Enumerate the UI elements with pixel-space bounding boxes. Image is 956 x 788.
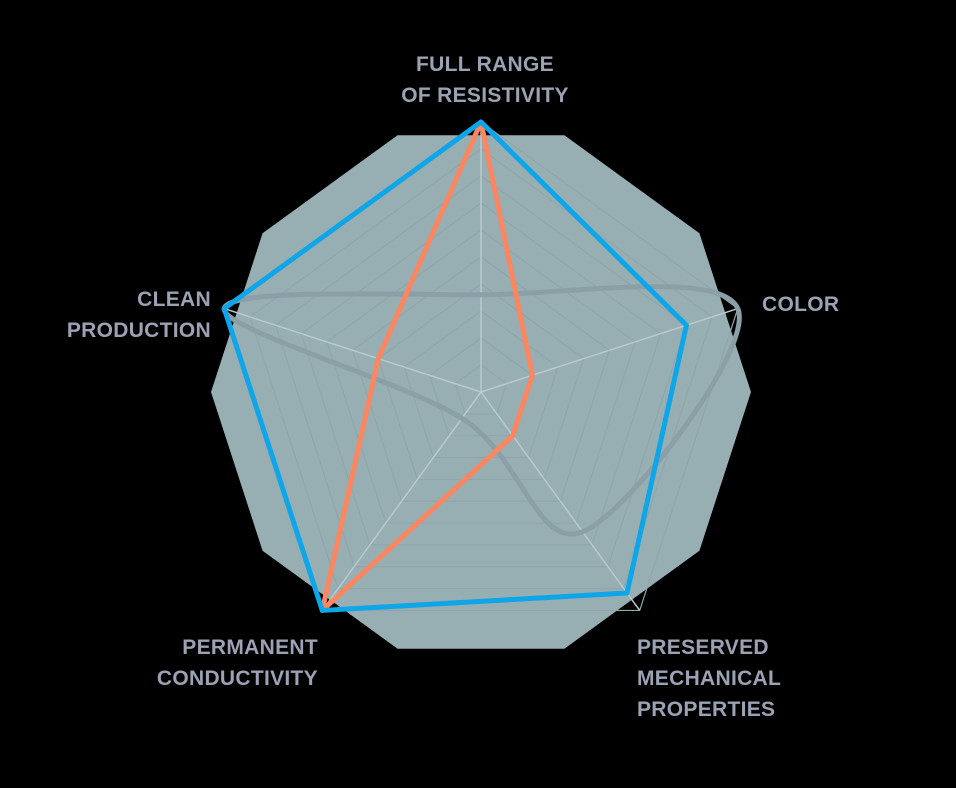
axis-label-preserved-mechanical-properties: PRESERVED MECHANICAL PROPERTIES bbox=[637, 632, 781, 725]
axis-label-line: FULL RANGE bbox=[416, 53, 554, 76]
axis-label-line: MECHANICAL bbox=[637, 667, 782, 690]
series-blue-line bbox=[221, 119, 689, 613]
axis-label-line: CONDUCTIVITY bbox=[156, 667, 318, 690]
grid-ring bbox=[300, 202, 662, 546]
radar-spokes bbox=[223, 122, 739, 611]
grid-ring bbox=[351, 256, 611, 502]
series-orange-line bbox=[319, 119, 535, 613]
axis-label-line: CLEAN bbox=[137, 288, 211, 311]
axis-spoke bbox=[480, 307, 739, 393]
axis-label-full-range-of-resistivity: FULL RANGE OF RESISTIVITY bbox=[380, 49, 590, 111]
axis-spoke bbox=[480, 391, 641, 611]
grid-ring bbox=[274, 175, 688, 568]
axis-label-line: PRODUCTION bbox=[66, 319, 211, 342]
grid-ring bbox=[377, 283, 585, 480]
axis-label-line: PERMANENT bbox=[182, 636, 318, 659]
axis-label-line: PRESERVED bbox=[637, 636, 769, 659]
grid-ring bbox=[454, 364, 508, 415]
axis-label-line: PROPERTIES bbox=[637, 698, 776, 721]
axis-label-permanent-conductivity: PERMANENT CONDUCTIVITY bbox=[100, 632, 318, 694]
axis-label-line: OF RESISTIVITY bbox=[401, 84, 569, 107]
grid-ring bbox=[326, 229, 636, 524]
grid-ring bbox=[403, 310, 559, 459]
axis-label-color: COLOR bbox=[762, 289, 839, 320]
axis-label-line: COLOR bbox=[762, 293, 840, 316]
axis-label-clean-production: CLEAN PRODUCTION bbox=[20, 284, 211, 346]
axis-spoke bbox=[223, 307, 482, 393]
axis-spoke bbox=[321, 391, 482, 611]
radar-series bbox=[221, 119, 742, 613]
